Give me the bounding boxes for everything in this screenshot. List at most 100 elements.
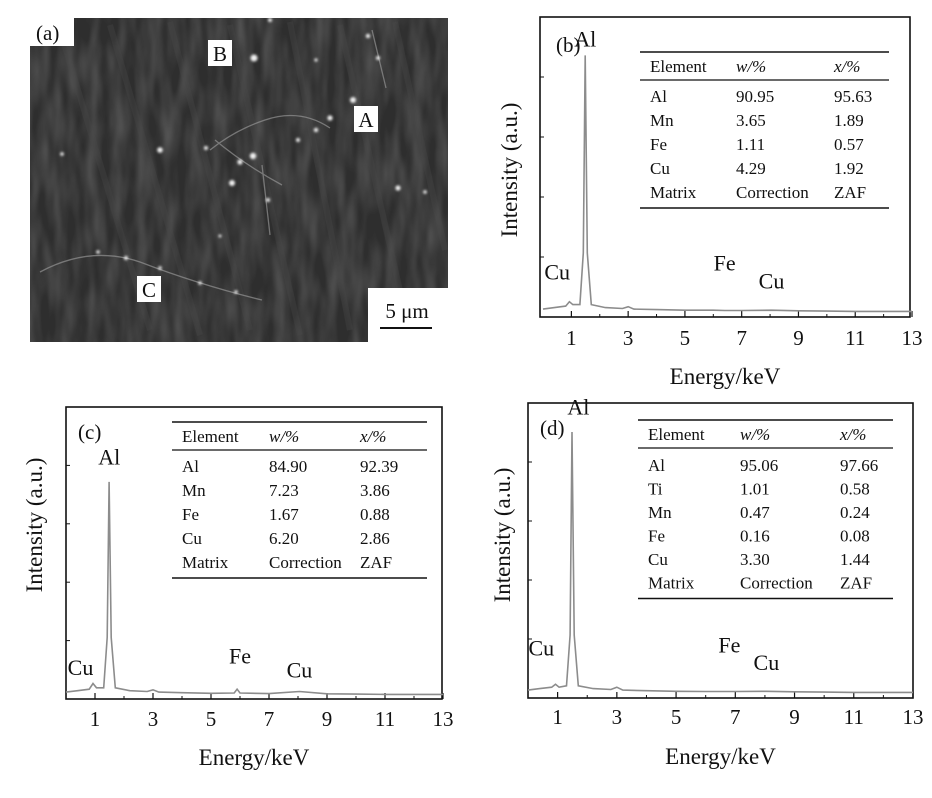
table-header: w/%: [736, 57, 766, 76]
table-cell: 0.88: [360, 505, 390, 524]
table-header: x/%: [833, 57, 860, 76]
x-tick-label: 9: [789, 705, 800, 729]
point-label-b: B: [213, 42, 227, 66]
point-label-a: A: [358, 108, 374, 132]
table-cell: Al: [650, 87, 667, 106]
y-axis-title: Intensity (a.u.): [22, 458, 47, 593]
x-tick-label: 11: [844, 705, 864, 729]
table-cell: 1.89: [834, 111, 864, 130]
x-tick-label: 13: [902, 326, 923, 350]
table-cell: ZAF: [834, 183, 866, 202]
table-cell: 3.65: [736, 111, 766, 130]
panel-label: (b): [556, 33, 581, 57]
table-cell: Al: [182, 457, 199, 476]
table-header: w/%: [269, 427, 299, 446]
x-axis-title: Energy/keV: [670, 364, 781, 389]
x-axis-title: Energy/keV: [665, 744, 776, 769]
spectrum-line: [542, 55, 912, 313]
table-cell: Cu: [182, 529, 202, 548]
composition-table: Element w/% x/% Al 84.90 92.39 Mn 7.23 3.86 Fe 1.6…: [172, 421, 427, 579]
spectrum-line: [527, 431, 913, 694]
x-tick-label: 5: [680, 326, 691, 350]
table-cell: 95.63: [834, 87, 872, 106]
table-cell: 95.06: [740, 456, 778, 475]
table-cell: 7.23: [269, 481, 299, 500]
point-label-c: C: [142, 278, 156, 302]
peak-label-al: Al: [567, 395, 589, 420]
peak-label-cu: Cu: [754, 650, 780, 675]
y-axis-title: Intensity (a.u.): [490, 468, 515, 603]
x-tick-label: 7: [730, 705, 741, 729]
table-cell: 0.24: [840, 503, 870, 522]
table-cell: Cu: [648, 550, 668, 569]
x-tick-label: 7: [264, 707, 275, 731]
x-tick-label: 7: [736, 326, 747, 350]
x-axis-title: Energy/keV: [199, 745, 310, 770]
table-cell: 1.67: [269, 505, 299, 524]
table-cell: ZAF: [360, 553, 392, 572]
table-cell: Ti: [648, 480, 663, 499]
table-cell: 2.86: [360, 529, 390, 548]
x-tick-label: 3: [623, 326, 634, 350]
plot-frame: [527, 402, 914, 699]
x-tick-label: 13: [903, 705, 924, 729]
table-cell: ZAF: [840, 574, 872, 593]
table-cell: Fe: [182, 505, 199, 524]
table-cell: Correction: [736, 183, 809, 202]
table-cell: 90.95: [736, 87, 774, 106]
table-cell: Correction: [740, 574, 813, 593]
panel-a-micrograph: (a) B A C 5 μm: [30, 18, 448, 342]
peak-label-fe: Fe: [718, 632, 740, 657]
peak-label-cu: Cu: [287, 658, 313, 683]
table-cell: 0.08: [840, 527, 870, 546]
peak-label-al: Al: [574, 27, 596, 52]
table-cell: 1.11: [736, 135, 765, 154]
x-tick-label: 13: [433, 707, 454, 731]
x-tick-label: 5: [671, 705, 682, 729]
table-cell: Mn: [648, 503, 672, 522]
table-header: w/%: [740, 425, 770, 444]
peak-label-cu: Cu: [68, 655, 94, 680]
table-cell: 0.16: [740, 527, 770, 546]
scale-bar-label: 5 μm: [385, 299, 428, 323]
table-cell: Matrix: [182, 553, 229, 572]
table-cell: Correction: [269, 553, 342, 572]
peak-label-fe: Fe: [229, 643, 251, 668]
x-tick-label: 3: [148, 707, 159, 731]
table-cell: Cu: [650, 159, 670, 178]
peak-label-al: Al: [98, 445, 120, 470]
table-cell: 0.57: [834, 135, 864, 154]
table-cell: 1.01: [740, 480, 770, 499]
peak-label-cu: Cu: [759, 268, 785, 293]
precipitate-particles: [60, 18, 427, 294]
table-cell: Mn: [182, 481, 206, 500]
table-cell: Matrix: [648, 574, 695, 593]
x-tick-label: 5: [206, 707, 217, 731]
composition-table: Element w/% x/% Al 90.95 95.63 Mn 3.65 1.89 Fe 1.1…: [640, 51, 889, 209]
x-tick-label: 11: [375, 707, 395, 731]
table-cell: 0.47: [740, 503, 770, 522]
x-tick-label: 9: [322, 707, 333, 731]
table-header: x/%: [839, 425, 866, 444]
table-header: x/%: [359, 427, 386, 446]
table-cell: 1.92: [834, 159, 864, 178]
plot-frame: [65, 406, 443, 700]
panel-label: (c): [78, 420, 101, 444]
table-cell: 4.29: [736, 159, 766, 178]
y-axis-title: Intensity (a.u.): [497, 103, 522, 238]
table-cell: 0.58: [840, 480, 870, 499]
table-header: Element: [650, 57, 707, 76]
x-tick-label: 3: [612, 705, 623, 729]
table-cell: 92.39: [360, 457, 398, 476]
table-cell: Matrix: [650, 183, 697, 202]
micrograph-streaks: [57, 21, 448, 336]
table-cell: 3.86: [360, 481, 390, 500]
peak-label-cu: Cu: [544, 260, 570, 285]
x-tick-label: 11: [845, 326, 865, 350]
composition-table: Element w/% x/% Al 95.06 97.66 Ti 1.01 0.58 Mn 0.4…: [638, 419, 893, 600]
panel-a-label: (a): [36, 21, 59, 45]
x-tick-label: 9: [793, 326, 804, 350]
